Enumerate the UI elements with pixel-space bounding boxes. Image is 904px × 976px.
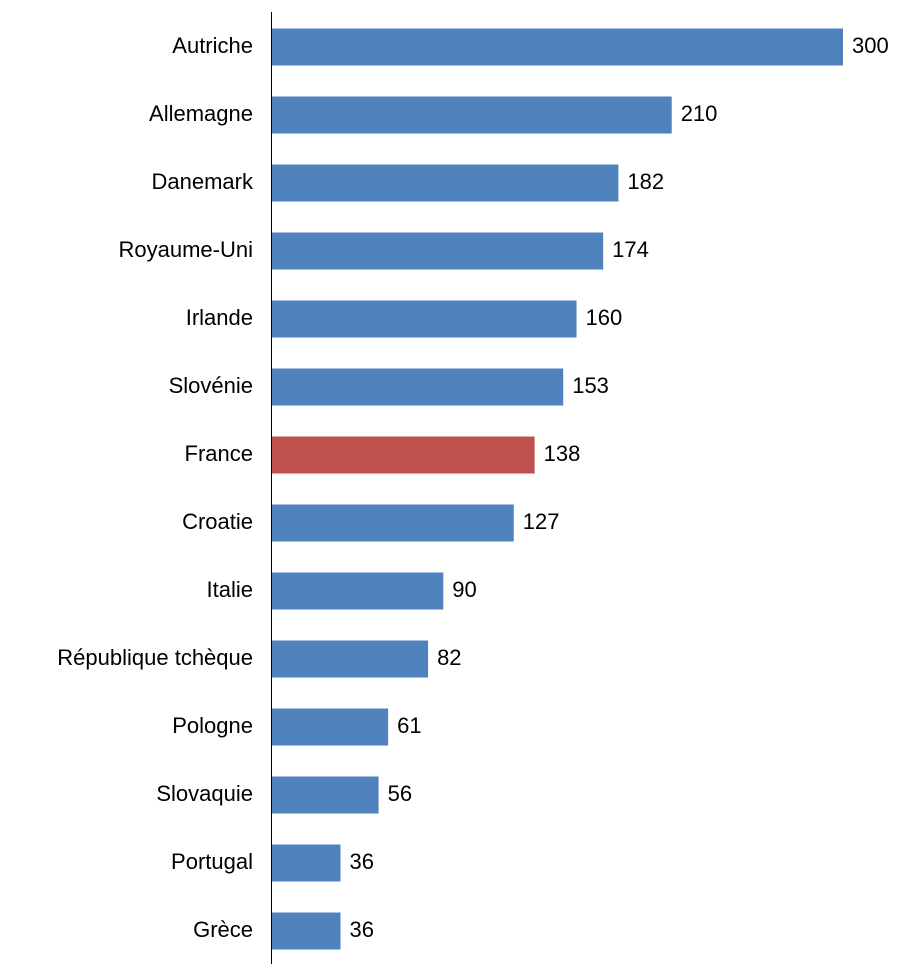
data-label: 36 <box>350 849 374 874</box>
data-label: 300 <box>852 33 889 58</box>
bar <box>272 96 672 134</box>
bar <box>272 28 843 66</box>
data-label: 153 <box>572 373 609 398</box>
y-tick-label: Autriche <box>172 33 253 58</box>
data-label: 82 <box>437 645 461 670</box>
data-label: 182 <box>627 169 664 194</box>
y-tick-label: Slovénie <box>169 373 253 398</box>
y-tick-label: France <box>185 441 253 466</box>
y-tick-label: Danemark <box>152 169 254 194</box>
y-tick-label: Slovaquie <box>156 781 253 806</box>
y-tick-label: République tchèque <box>57 645 253 670</box>
bar <box>272 164 619 202</box>
bar <box>272 572 444 610</box>
y-tick-label: Pologne <box>172 713 253 738</box>
y-tick-label: Royaume-Uni <box>119 237 254 262</box>
bar <box>272 912 341 950</box>
y-tick-label: Croatie <box>182 509 253 534</box>
data-label: 174 <box>612 237 649 262</box>
bar <box>272 436 535 474</box>
y-tick-label: Allemagne <box>149 101 253 126</box>
data-label: 61 <box>397 713 421 738</box>
data-label: 56 <box>388 781 412 806</box>
bar <box>272 368 564 406</box>
bar <box>272 504 514 542</box>
y-tick-label: Irlande <box>186 305 253 330</box>
bar <box>272 640 429 678</box>
bar <box>272 776 379 814</box>
data-label: 90 <box>452 577 476 602</box>
y-tick-label: Grèce <box>193 917 253 942</box>
data-label: 160 <box>586 305 623 330</box>
bar <box>272 232 604 270</box>
data-label: 127 <box>523 509 560 534</box>
bar <box>272 300 577 338</box>
data-label: 36 <box>350 917 374 942</box>
data-label: 138 <box>544 441 581 466</box>
data-label: 210 <box>681 101 718 126</box>
bar <box>272 708 389 746</box>
bar <box>272 844 341 882</box>
y-tick-label: Italie <box>207 577 253 602</box>
y-tick-label: Portugal <box>171 849 253 874</box>
